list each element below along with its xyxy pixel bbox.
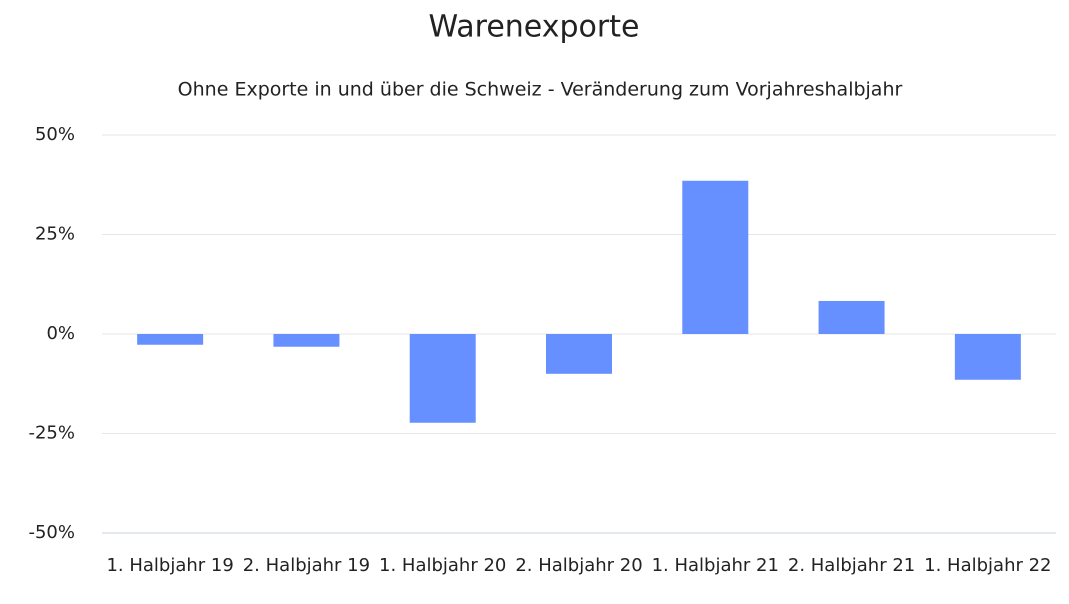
bar <box>818 300 885 334</box>
x-tick-label: 2. Halbjahr 20 <box>515 555 643 576</box>
x-tick-label: 1. Halbjahr 22 <box>924 555 1052 576</box>
chart-subtitle: Ohne Exporte in und über die Schweiz - V… <box>178 79 903 101</box>
bar <box>682 180 749 334</box>
bar <box>273 334 340 347</box>
x-tick-label: 1. Halbjahr 20 <box>379 555 507 576</box>
y-tick-label: 25% <box>35 224 75 245</box>
x-tick-label: 1. Halbjahr 19 <box>106 555 234 576</box>
bar <box>137 334 204 345</box>
x-tick-label: 1. Halbjahr 21 <box>651 555 779 576</box>
x-tick-label: 2. Halbjahr 21 <box>787 555 916 576</box>
y-tick-label: 0% <box>46 323 75 344</box>
bar <box>546 334 612 374</box>
bar <box>409 334 476 423</box>
y-tick-label: -25% <box>28 423 75 444</box>
x-tick-label: 2. Halbjahr 19 <box>242 555 371 576</box>
chart-title: Warenexporte <box>429 10 640 45</box>
y-tick-label: 50% <box>35 124 75 145</box>
y-tick-label: -50% <box>28 522 75 543</box>
bar <box>954 334 1021 380</box>
